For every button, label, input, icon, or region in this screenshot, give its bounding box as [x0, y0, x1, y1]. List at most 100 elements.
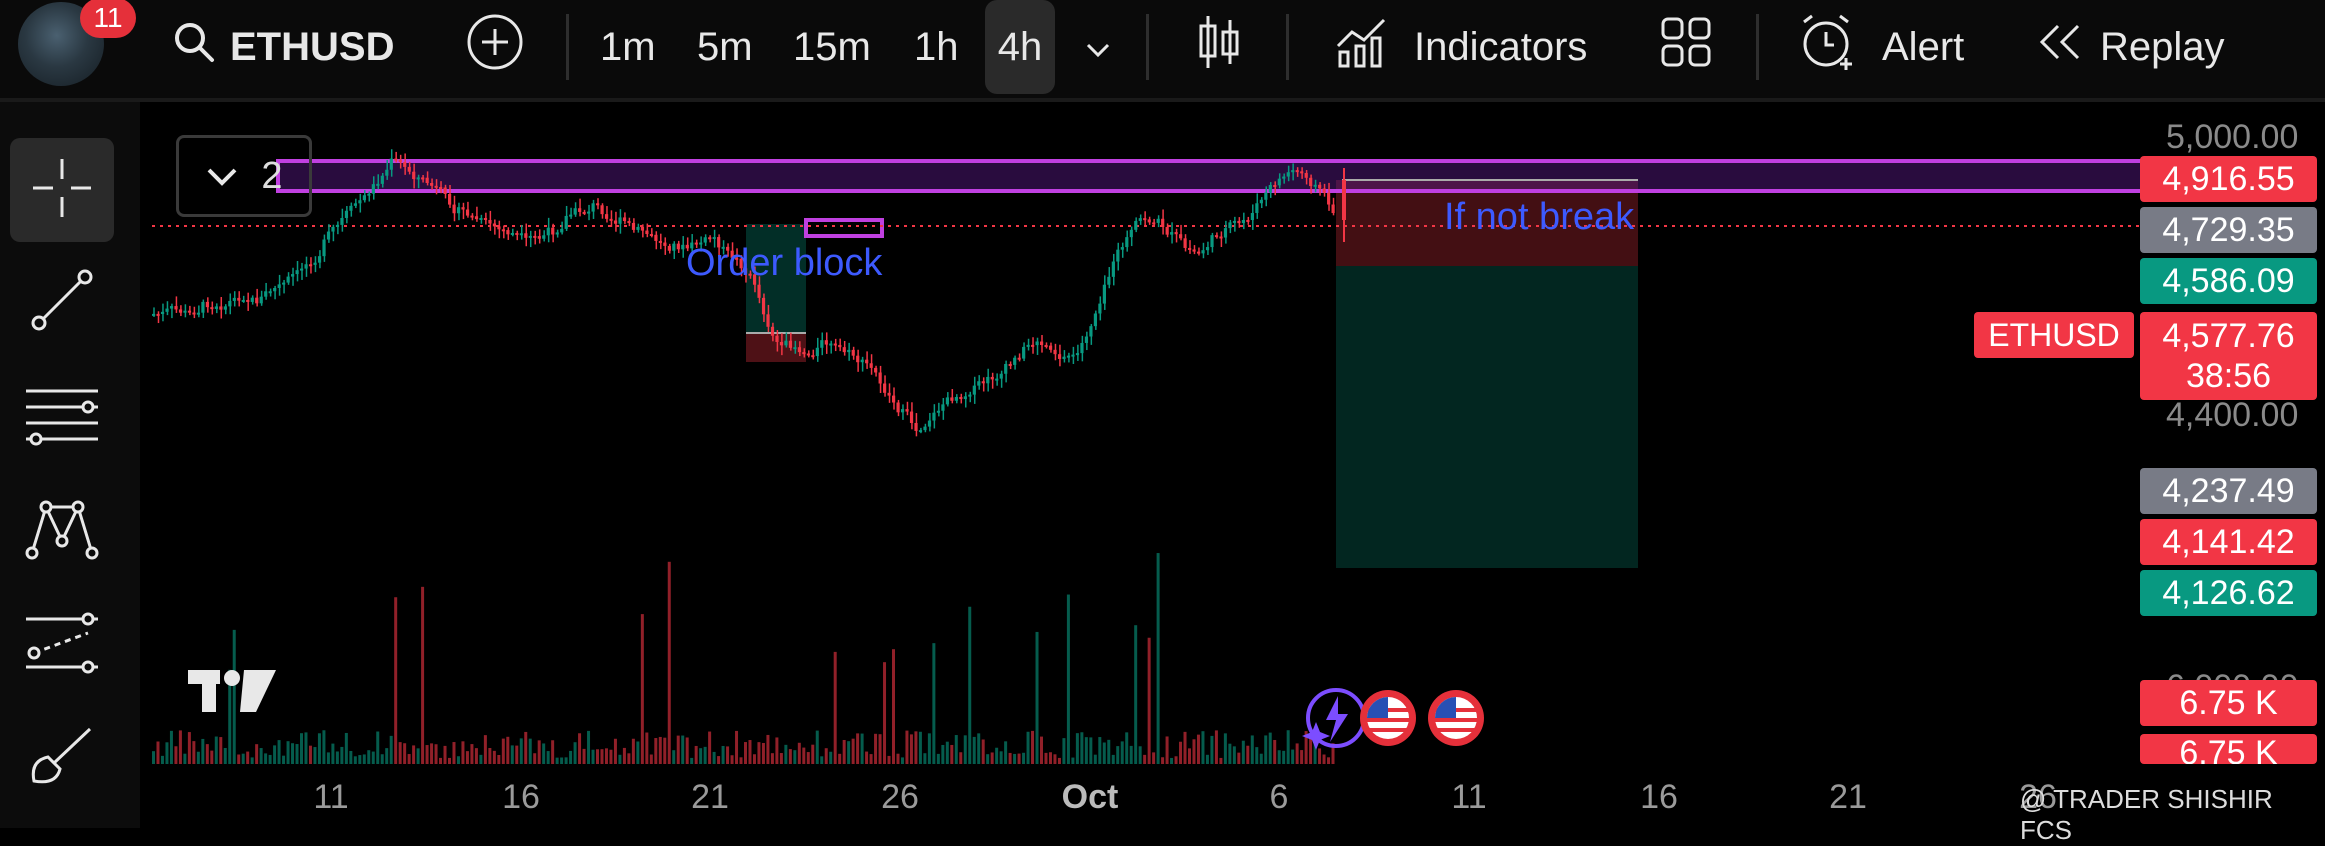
volume-bar — [887, 755, 891, 764]
candle-body — [1246, 219, 1250, 222]
volume-bar — [587, 730, 591, 764]
candle-body — [802, 352, 806, 355]
volume-bar — [779, 753, 783, 764]
volume-bar — [1129, 745, 1133, 764]
candle-body — [658, 240, 662, 243]
volume-bar — [1250, 735, 1254, 764]
volume-bar — [1165, 736, 1169, 764]
date-label: 16 — [502, 778, 540, 816]
crosshair-tool[interactable] — [10, 138, 114, 242]
forecast-tool[interactable] — [10, 594, 114, 698]
volume-bar — [1223, 733, 1227, 764]
candle-body — [694, 242, 698, 245]
fib-tool[interactable] — [10, 366, 114, 470]
candle-body — [1120, 247, 1124, 250]
add-symbol-button[interactable] — [466, 0, 524, 94]
candle-body — [1223, 228, 1228, 238]
volume-bar — [1044, 752, 1048, 764]
volume-bar — [349, 750, 353, 764]
volume-bar — [1174, 756, 1178, 764]
candle-body — [1250, 212, 1254, 221]
candle-body — [344, 210, 349, 218]
volume-bar — [542, 743, 546, 764]
candle-body — [264, 291, 268, 297]
pattern-tool[interactable] — [10, 478, 114, 582]
volume-bar — [1134, 625, 1138, 764]
indicator-legend-toggle[interactable]: 2 — [176, 135, 312, 217]
candle-body — [856, 355, 860, 363]
volume-bar — [600, 749, 604, 764]
candle-body — [1241, 219, 1246, 224]
candle-body — [712, 237, 716, 240]
alert-button[interactable]: Alert — [1798, 0, 1964, 94]
candle-body — [1098, 303, 1102, 314]
replay-button[interactable]: Replay — [2036, 0, 2225, 94]
tradingview-logo[interactable] — [184, 664, 280, 721]
candle-body — [528, 235, 532, 238]
volume-bar — [456, 756, 460, 764]
volume-bar — [739, 757, 743, 764]
candle-body — [1300, 171, 1304, 174]
timeframe-1m[interactable]: 1m — [600, 24, 656, 69]
volume-bar — [730, 755, 734, 764]
candle-body — [775, 335, 779, 342]
candle-body — [524, 233, 528, 238]
timeframe-5m[interactable]: 5m — [697, 24, 753, 69]
candle-body — [726, 246, 730, 251]
volume-bar — [1026, 731, 1030, 764]
volume-bar — [344, 732, 348, 764]
candle-body — [649, 234, 654, 237]
timeframe-15m[interactable]: 15m — [793, 24, 871, 69]
volume-bar — [434, 744, 438, 764]
timeframe-1h[interactable]: 1h — [914, 24, 959, 69]
candle-body — [371, 184, 375, 194]
trend-line-tool[interactable] — [10, 250, 114, 354]
candle-body — [636, 226, 640, 230]
candle-body — [1192, 249, 1196, 252]
volume-bar — [1331, 743, 1335, 764]
volume-bar — [735, 730, 739, 764]
symbol-search[interactable]: ETHUSD — [172, 0, 394, 94]
watermark-text: @ TRADER SHISHIR FCS — [2020, 784, 2273, 845]
volume-bar — [452, 742, 456, 764]
timeframe-dropdown[interactable] — [1083, 0, 1113, 94]
volume-bar — [425, 745, 429, 764]
candle-body — [201, 301, 205, 313]
candle-body — [587, 211, 591, 214]
timeframe-4h[interactable]: 4h — [985, 0, 1055, 94]
legend-count: 2 — [261, 154, 283, 197]
chart-type-button[interactable] — [1196, 0, 1242, 94]
volume-bar — [815, 730, 819, 764]
candle-body — [362, 195, 366, 201]
price-chart[interactable] — [152, 114, 2292, 764]
brush-tool[interactable] — [10, 706, 114, 810]
event-markers[interactable] — [1296, 686, 1496, 755]
candle-body — [340, 217, 344, 225]
candle-body — [1031, 344, 1035, 347]
volume-bar — [1066, 594, 1070, 764]
indicators-label: Indicators — [1414, 24, 1588, 69]
candlestick-icon — [1196, 12, 1242, 82]
candle-body — [174, 306, 178, 310]
indicators-button[interactable]: Indicators — [1334, 0, 1587, 94]
candle-body — [1156, 218, 1160, 223]
candle-body — [604, 214, 609, 219]
candle-body — [1125, 237, 1129, 248]
volume-bar — [627, 753, 631, 764]
candle-body — [1237, 220, 1241, 224]
volume-bar — [1089, 737, 1093, 764]
candle-body — [730, 250, 734, 258]
candle-body — [1259, 199, 1263, 204]
volume-bar — [564, 757, 568, 764]
candle-body — [1282, 176, 1286, 179]
volume-bar — [1053, 754, 1057, 764]
candle-body — [1183, 238, 1187, 248]
layouts-button[interactable] — [1660, 0, 1712, 94]
candle-body — [492, 223, 497, 227]
candle-body — [573, 208, 577, 215]
candle-body — [766, 314, 770, 327]
candle-body — [887, 392, 891, 396]
candle-body — [578, 208, 582, 212]
date-label: 26 — [2019, 778, 2057, 816]
candle-body — [918, 430, 923, 433]
